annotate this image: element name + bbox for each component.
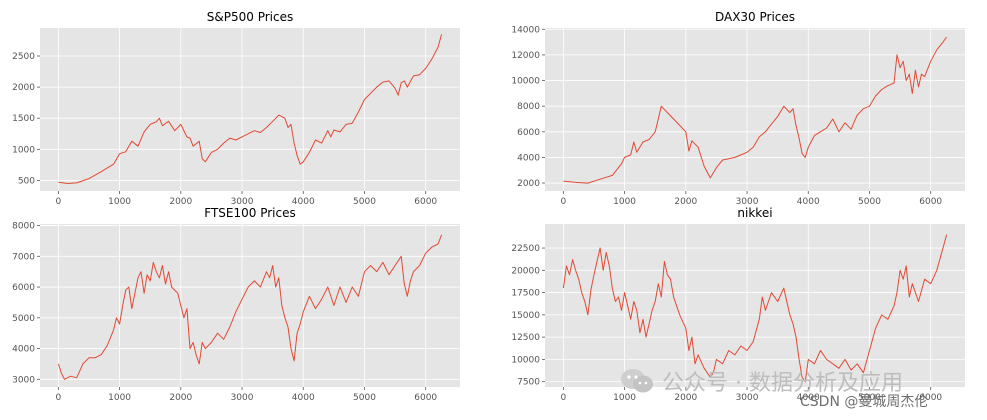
y-tick-label: 12500: [511, 333, 540, 343]
y-tick-label: 5000: [12, 314, 35, 324]
y-tick-label: 14000: [511, 25, 540, 35]
y-tick-label: 22500: [511, 244, 540, 254]
x-tick-label: 4000: [797, 197, 820, 207]
chart-panel-2: 0 1000 2000 3000 4000 5000 6000 2000 4000 6000 800…: [511, 10, 965, 207]
x-tick-label: 1000: [108, 393, 131, 403]
chart-title: nikkei: [737, 206, 772, 220]
y-tick-label: 4000: [12, 345, 35, 355]
x-tick-label: 4000: [797, 393, 820, 403]
x-tick-label: 5000: [858, 393, 881, 403]
price-series-line: [57, 234, 443, 380]
x-tick-label: 6000: [919, 197, 942, 207]
x-tick-label: 0: [561, 393, 567, 403]
y-tick-label: 10000: [511, 77, 540, 87]
x-tick-label: 2000: [674, 197, 697, 207]
y-tick-label: 6000: [517, 128, 540, 138]
x-tick-label: 2000: [169, 197, 192, 207]
y-tick-label: 15000: [511, 311, 540, 321]
y-tick-label: 10000: [511, 355, 540, 365]
chart-title: DAX30 Prices: [715, 10, 795, 24]
x-tick-label: 3000: [736, 197, 759, 207]
plot-area: [545, 28, 965, 191]
chart-title: S&P500 Prices: [207, 10, 293, 24]
chart-panel-3: 0 1000 2000 3000 4000 5000 6000 3000 4000 5000 600…: [12, 206, 460, 403]
plot-area: [40, 224, 460, 387]
x-tick-label: 4000: [292, 197, 315, 207]
x-tick-label: 1000: [108, 197, 131, 207]
x-tick-label: 0: [56, 197, 62, 207]
x-tick-label: 4000: [292, 393, 315, 403]
y-tick-label: 2000: [12, 83, 35, 93]
x-tick-label: 1000: [613, 393, 636, 403]
y-tick-label: 12000: [511, 51, 540, 61]
price-series-line: [563, 36, 948, 184]
price-series-line: [562, 234, 948, 383]
x-tick-label: 5000: [353, 197, 376, 207]
plot-area: [545, 224, 965, 387]
x-tick-label: 3000: [231, 197, 254, 207]
price-series-line: [58, 34, 443, 184]
y-tick-label: 1000: [12, 145, 35, 155]
x-tick-label: 6000: [414, 393, 437, 403]
x-tick-label: 1000: [613, 197, 636, 207]
x-tick-label: 5000: [858, 197, 881, 207]
y-tick-label: 500: [18, 176, 35, 186]
y-tick-label: 7500: [517, 378, 540, 388]
x-tick-label: 3000: [736, 393, 759, 403]
y-tick-label: 6000: [12, 283, 35, 293]
y-tick-label: 8000: [12, 222, 35, 232]
watermark: 公众号 · 数据分析及应用: [620, 364, 903, 398]
y-tick-label: 2000: [517, 179, 540, 189]
x-tick-label: 5000: [353, 393, 376, 403]
y-tick-label: 7000: [12, 252, 35, 262]
x-tick-label: 2000: [169, 393, 192, 403]
chart-panel-1: 0 1000 2000 3000 4000 5000 6000 500 1000 1500 2000…: [12, 10, 460, 207]
x-tick-label: 0: [56, 393, 62, 403]
x-tick-label: 2000: [674, 393, 697, 403]
y-tick-label: 1500: [12, 114, 35, 124]
y-tick-label: 8000: [517, 102, 540, 112]
y-tick-label: 2500: [12, 52, 35, 62]
x-tick-label: 0: [561, 197, 567, 207]
y-tick-label: 3000: [12, 375, 35, 385]
watermark-text: 公众号 · 数据分析及应用: [662, 371, 903, 396]
y-tick-label: 20000: [511, 266, 540, 276]
x-tick-label: 6000: [414, 197, 437, 207]
y-tick-label: 17500: [511, 289, 540, 299]
wechat-icon: [621, 369, 653, 393]
chart-panel-4: 0 1000 2000 3000 4000 5000 6000 7500 10000 12500 1…: [511, 206, 965, 403]
plot-area: [40, 28, 460, 191]
x-tick-label: 3000: [231, 393, 254, 403]
credit-text: CSDN @曼城周杰伦: [800, 394, 929, 410]
chart-title: FTSE100 Prices: [204, 206, 295, 220]
y-tick-label: 4000: [517, 153, 540, 163]
x-tick-label: 6000: [919, 393, 942, 403]
